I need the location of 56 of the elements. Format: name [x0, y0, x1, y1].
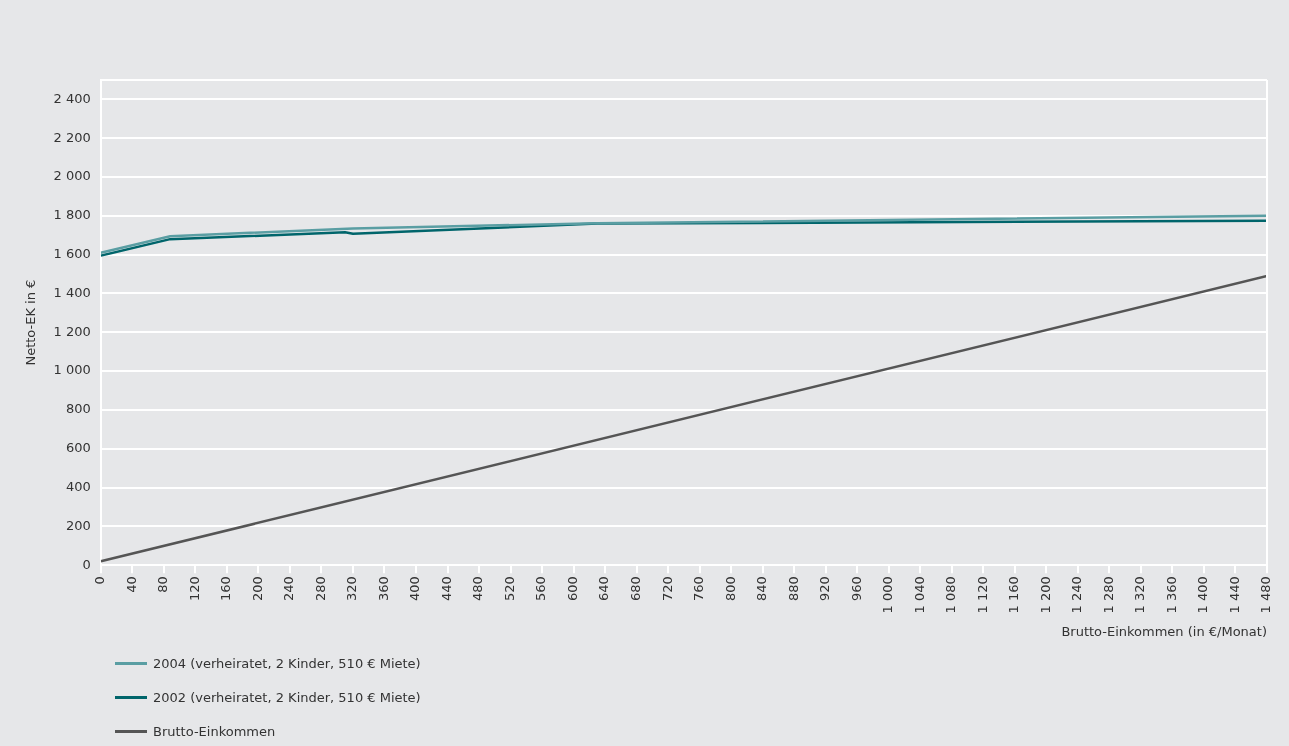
x-tick-label: 760 — [691, 576, 707, 602]
x-tick-label: 360 — [375, 576, 391, 602]
x-tick-label: 1 440 — [1226, 576, 1242, 614]
x-tick-label: 1 320 — [1132, 576, 1148, 614]
x-tick-label: 0 — [92, 576, 108, 585]
y-tick-label: 200 — [65, 517, 91, 533]
x-tick-label: 680 — [628, 576, 644, 602]
x-tick-label: 1 280 — [1100, 576, 1116, 614]
x-tick-label: 520 — [501, 576, 517, 602]
x-tick-label: 840 — [754, 576, 770, 602]
x-tick-label: 1 240 — [1069, 576, 1085, 614]
x-tick-label: 1 160 — [1006, 576, 1022, 614]
x-tick-label: 400 — [407, 576, 423, 602]
x-tick-label: 720 — [659, 576, 675, 602]
x-tick-label: 1 080 — [943, 576, 959, 614]
y-tick-label: 2 200 — [53, 129, 91, 145]
x-tick-label: 1 480 — [1258, 576, 1274, 614]
x-tick-label: 1 200 — [1037, 576, 1053, 614]
y-tick-label: 2 000 — [53, 168, 91, 184]
x-tick-label: 560 — [533, 576, 549, 602]
x-tick-label: 80 — [155, 576, 171, 593]
x-tick-label: 600 — [564, 576, 580, 602]
x-tick-label: 40 — [123, 576, 139, 593]
x-tick-label: 1 120 — [974, 576, 990, 614]
y-tick-label: 2 400 — [53, 90, 91, 106]
x-tick-label: 1 000 — [880, 576, 896, 614]
x-tick-label: 240 — [281, 576, 297, 602]
x-tick-label: 160 — [218, 576, 234, 602]
legend-label: Brutto-Einkommen — [153, 723, 276, 739]
x-tick-label: 200 — [249, 576, 265, 602]
x-tick-label: 1 360 — [1163, 576, 1179, 614]
y-tick-label: 800 — [65, 401, 91, 417]
y-tick-label: 1 800 — [53, 207, 91, 223]
y-tick-label: 1 200 — [53, 323, 91, 339]
legend-label: 2002 (verheiratet, 2 Kinder, 510 € Miete) — [153, 689, 421, 705]
x-tick-label: 280 — [312, 576, 328, 602]
x-tick-label: 120 — [186, 576, 202, 602]
x-tick-label: 440 — [438, 576, 454, 602]
y-tick-label: 0 — [82, 556, 91, 572]
y-tick-label: 1 400 — [53, 284, 91, 300]
x-tick-label: 1 040 — [911, 576, 927, 614]
legend-label: 2004 (verheiratet, 2 Kinder, 510 € Miete) — [153, 655, 421, 671]
x-tick-label: 960 — [848, 576, 864, 602]
x-tick-label: 800 — [722, 576, 738, 602]
y-tick-label: 1 600 — [53, 246, 91, 262]
y-axis-title: Netto-EK in € — [23, 279, 39, 366]
x-tick-label: 1 400 — [1195, 576, 1211, 614]
x-tick-label: 480 — [470, 576, 486, 602]
x-tick-label: 640 — [596, 576, 612, 602]
y-tick-label: 600 — [65, 440, 91, 456]
x-axis-title: Brutto-Einkommen (in €/Monat) — [1061, 623, 1267, 639]
x-tick-label: 880 — [785, 576, 801, 602]
x-tick-label: 920 — [817, 576, 833, 602]
x-tick-label: 320 — [344, 576, 360, 602]
y-tick-label: 400 — [65, 478, 91, 494]
y-tick-label: 1 000 — [53, 362, 91, 378]
